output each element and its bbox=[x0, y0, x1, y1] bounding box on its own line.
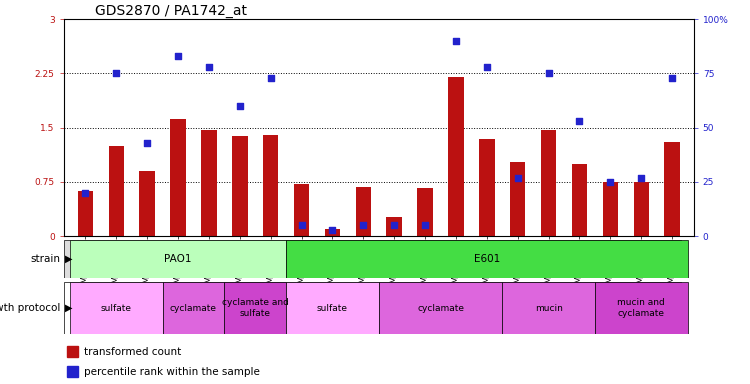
Text: sulfate: sulfate bbox=[100, 304, 132, 313]
Point bbox=[234, 103, 246, 109]
Point bbox=[666, 75, 678, 81]
Text: mucin and
cyclamate: mucin and cyclamate bbox=[617, 298, 665, 318]
Text: cyclamate: cyclamate bbox=[417, 304, 464, 313]
Point bbox=[635, 174, 647, 180]
Point bbox=[80, 190, 92, 196]
Point bbox=[604, 179, 616, 185]
Bar bbox=[417, 188, 433, 236]
Point bbox=[326, 227, 338, 233]
Bar bbox=[386, 217, 402, 236]
Bar bbox=[664, 142, 680, 236]
Point bbox=[110, 70, 122, 76]
Bar bbox=[286, 240, 688, 278]
Point bbox=[388, 222, 400, 228]
Bar bbox=[572, 164, 587, 236]
Bar bbox=[170, 119, 186, 236]
Point bbox=[265, 75, 277, 81]
Point bbox=[357, 222, 369, 228]
Bar bbox=[67, 346, 78, 357]
Bar bbox=[286, 282, 379, 334]
Bar bbox=[603, 182, 618, 236]
Bar bbox=[294, 184, 309, 236]
Bar bbox=[503, 282, 595, 334]
Point bbox=[542, 70, 554, 76]
Text: E601: E601 bbox=[474, 254, 500, 264]
Bar bbox=[78, 191, 93, 236]
Bar bbox=[448, 77, 464, 236]
Point bbox=[203, 64, 215, 70]
Text: PAO1: PAO1 bbox=[164, 254, 192, 264]
Text: ▶: ▶ bbox=[65, 303, 73, 313]
Point bbox=[512, 174, 524, 180]
Point bbox=[141, 140, 153, 146]
Point bbox=[450, 38, 462, 44]
Point bbox=[574, 118, 586, 124]
Bar bbox=[356, 187, 371, 236]
Text: cyclamate and
sulfate: cyclamate and sulfate bbox=[222, 298, 289, 318]
Bar bbox=[140, 171, 154, 236]
Text: ▶: ▶ bbox=[65, 254, 73, 264]
Bar bbox=[163, 282, 224, 334]
Text: strain: strain bbox=[30, 254, 60, 264]
Text: percentile rank within the sample: percentile rank within the sample bbox=[84, 367, 260, 377]
Bar bbox=[479, 139, 494, 236]
Bar bbox=[510, 162, 526, 236]
Bar bbox=[379, 282, 502, 334]
Text: mucin: mucin bbox=[535, 304, 562, 313]
Bar bbox=[325, 229, 340, 236]
Bar bbox=[201, 130, 217, 236]
Text: growth protocol: growth protocol bbox=[0, 303, 60, 313]
Point bbox=[296, 222, 307, 228]
Bar bbox=[67, 366, 78, 377]
Bar bbox=[70, 240, 286, 278]
Text: GDS2870 / PA1742_at: GDS2870 / PA1742_at bbox=[95, 4, 248, 18]
Bar bbox=[595, 282, 688, 334]
Point bbox=[481, 64, 493, 70]
Text: sulfate: sulfate bbox=[317, 304, 348, 313]
Bar bbox=[541, 130, 556, 236]
Bar bbox=[224, 282, 286, 334]
Bar bbox=[634, 182, 649, 236]
Bar bbox=[232, 136, 248, 236]
Point bbox=[172, 53, 184, 59]
Point bbox=[419, 222, 431, 228]
Bar bbox=[263, 135, 278, 236]
Bar bbox=[109, 146, 124, 236]
Text: cyclamate: cyclamate bbox=[170, 304, 217, 313]
Bar bbox=[70, 282, 163, 334]
Text: transformed count: transformed count bbox=[84, 347, 182, 357]
